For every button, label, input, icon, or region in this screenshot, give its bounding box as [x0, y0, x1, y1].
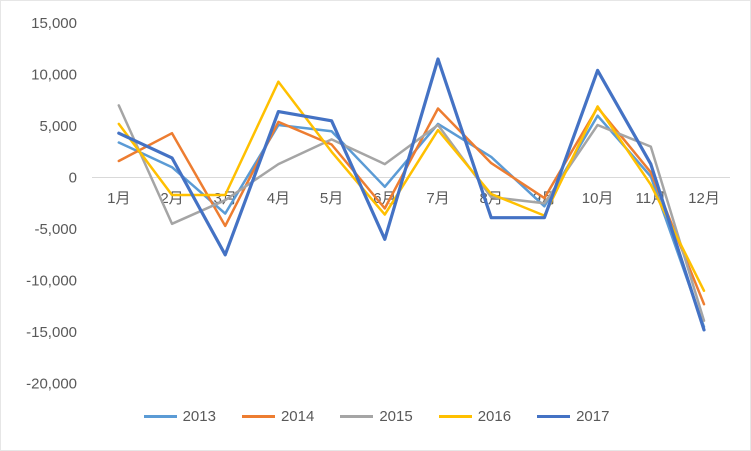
y-axis-tick-label: 10,000	[31, 67, 77, 84]
x-axis-month-label: 1月	[107, 190, 130, 207]
legend-line-swatch	[438, 414, 472, 418]
legend-label: 2017	[576, 407, 610, 425]
legend-label: 2013	[182, 407, 216, 425]
x-axis-month-label: 7月	[426, 190, 449, 207]
y-axis-tick-label: 0	[69, 170, 77, 187]
legend-item-2015[interactable]: 2015	[340, 407, 413, 425]
series-line-2013[interactable]	[117, 114, 706, 329]
x-axis-month-label: 10月	[582, 190, 614, 207]
legend: 2013 2014 2015 2016 2017	[1, 402, 750, 430]
legend-item-2013[interactable]: 2013	[143, 407, 216, 425]
legend-label: 2015	[379, 407, 413, 425]
y-axis-tick-label: -15,000	[26, 324, 77, 341]
y-axis-tick-label: -5,000	[34, 221, 77, 238]
legend-item-2017[interactable]: 2017	[537, 409, 609, 424]
x-axis-month-label: 12月	[688, 190, 720, 207]
legend-line-swatch	[537, 414, 571, 418]
series-line-2017[interactable]	[117, 57, 706, 332]
legend-label: 2016	[477, 407, 512, 425]
legend-line-swatch	[143, 414, 177, 418]
plot-area: 15,000 10,000 5,000 0 -5,000 -10,000 -15,000 -2…	[26, 15, 730, 393]
series-line-2016[interactable]	[117, 80, 706, 293]
legend-line-swatch	[340, 414, 374, 418]
y-axis-tick-label: 15,000	[31, 15, 77, 32]
y-axis-tick-label: 5,000	[39, 118, 77, 135]
x-axis-month-label: 4月	[267, 190, 290, 207]
x-axis-month-label: 5月	[320, 190, 343, 207]
y-axis-tick-label: -10,000	[26, 273, 77, 290]
legend-item-2014[interactable]: 2014	[241, 407, 315, 425]
y-axis-tick-label: -20,000	[26, 376, 77, 393]
legend-line-swatch	[241, 414, 275, 418]
legend-item-2016[interactable]: 2016	[438, 407, 512, 425]
legend-label: 2014	[280, 407, 315, 425]
